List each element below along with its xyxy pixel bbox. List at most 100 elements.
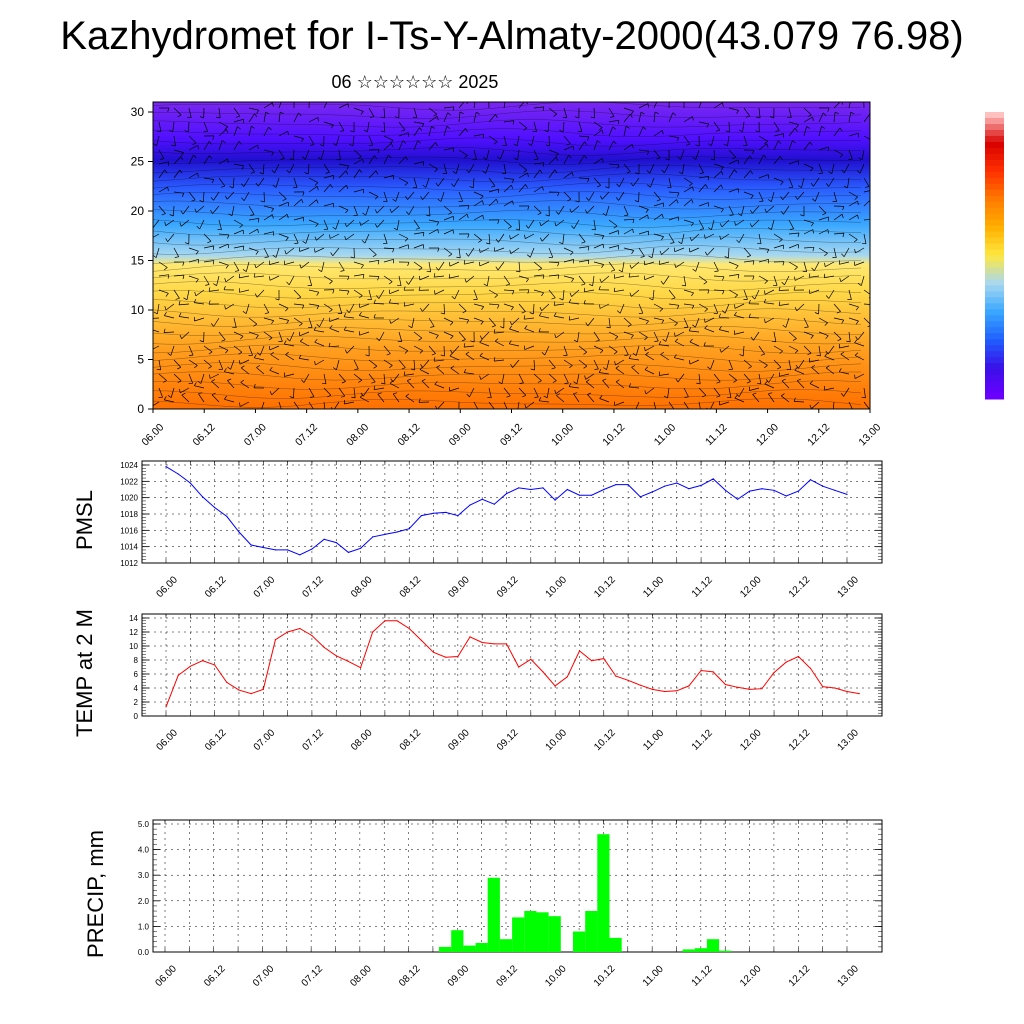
wind-barb-flag [628,273,631,278]
wind-barb [503,184,512,193]
wind-barb-flag [495,266,499,271]
wind-barb-flag [587,260,590,265]
wind-barb [833,127,841,137]
isoline [153,182,862,191]
wind-barb [601,275,610,283]
wind-barb-flag [224,277,227,283]
wind-barb-flag [238,273,241,278]
wind-barb [278,401,282,409]
wind-barb-flag [393,392,398,395]
wind-barb [503,289,515,291]
wind-barb [840,353,850,361]
wind-barb-flag [849,411,853,412]
wind-barb-flag [534,396,539,398]
wind-barb-flag [360,392,364,397]
wind-barb [516,135,520,146]
wind-barb-flag [286,214,289,219]
wind-barb-flag [405,156,408,161]
wind-barb-flag [795,195,798,200]
wind-barb-flag [587,392,592,395]
wind-barb-flag [530,368,535,371]
wind-barb [533,274,544,277]
wind-barb [284,343,295,347]
wind-barb [818,345,821,356]
wind-barb [653,317,664,321]
wind-barb [225,303,235,310]
y-axis-label: TEMP at 2 M [72,609,97,737]
wind-barb [153,401,160,406]
wind-barb-flag [542,186,544,191]
wind-barb [422,191,430,200]
page-title: Kazhydromet for I-Ts-Y-Almaty-2000(43.07… [60,14,964,58]
wind-barb-flag [194,208,197,213]
x-tick-label: 11.12 [690,727,715,752]
wind-barb-flag [601,158,604,163]
wind-barb-flag [301,379,305,383]
wind-barb-flag [780,210,784,215]
wind-barb-flag [710,158,715,161]
wind-barb [713,205,724,210]
wind-barb-flag [459,111,464,115]
wind-barb-flag [851,98,854,100]
y-tick-label: 10 [129,642,138,651]
wind-barb-flag [494,294,498,298]
wind-barb-flag [229,186,234,189]
wind-barb [548,373,557,381]
x-tick-label: 11.00 [652,422,679,449]
wind-barb [188,135,197,144]
x-tick-label: 07.00 [252,727,278,753]
wind-barb [803,229,814,235]
wind-barb [578,246,589,249]
wind-barb-flag [374,155,378,159]
wind-barb-flag [571,225,575,229]
wind-barb [353,261,364,266]
wind-barb [533,303,535,315]
wind-barb [743,373,751,382]
wind-barb [308,117,319,123]
wind-barb-flag [575,200,580,203]
wind-barb [525,233,535,240]
x-tick-label: 12.00 [738,574,764,600]
wind-barb [368,373,376,383]
wind-barb-flag [269,276,271,281]
wind-barb [158,387,163,398]
wind-barb [499,149,505,160]
wind-barb [713,184,722,193]
wind-barb-flag [302,240,307,244]
wind-barb-flag [691,305,695,310]
isoline [153,335,862,345]
wind-barb [743,260,754,263]
wind-barb-flag [688,183,693,187]
wind-barb-flag [482,170,486,174]
wind-barb-flag [362,274,365,279]
y-tick-label: 1012 [120,559,138,568]
wind-barb-flag [440,354,445,357]
wind-barb [638,149,649,152]
wind-barb-flag [167,107,170,112]
wind-barb [573,393,580,403]
wind-barb-flag [842,206,845,211]
wind-barb-flag [450,349,453,354]
wind-barb-flag [212,245,215,250]
wind-barb-flag [499,326,504,329]
wind-barb [653,303,663,310]
wind-barb-flag [750,195,754,199]
wind-barb [368,275,380,277]
wind-barb [727,135,730,146]
wind-barb [758,135,768,142]
wind-barb-flag [359,394,364,398]
wind-barb-flag [224,126,229,130]
wind-barb-flag [647,214,649,219]
wind-barb [239,401,250,407]
wind-barb-flag [570,251,574,256]
wind-barb [843,247,850,257]
wind-barb-flag [523,315,526,320]
wind-barb [368,170,377,179]
wind-barb-flag [180,156,184,161]
wind-barb-flag [656,199,661,202]
x-tick-label: 12.12 [805,421,832,448]
wind-barb-flag [857,283,862,286]
wind-barb [188,121,190,133]
wind-barb-flag [640,256,645,258]
wind-barb-flag [855,320,859,325]
